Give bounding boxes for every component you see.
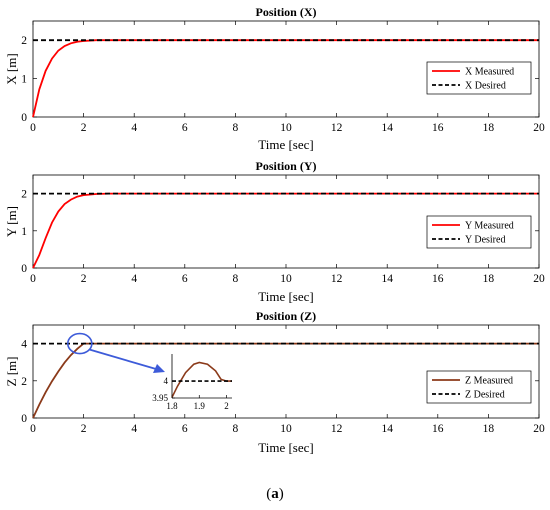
x-tick-label: 0 xyxy=(30,423,36,435)
chart-panel-3: Position (Z) 0 2 4 6 8 10 12 14 16 18 20 0 2 4 Time [se… xyxy=(4,309,545,455)
inset-x-tick-label: 2 xyxy=(224,401,229,411)
legend: Z Measured Z Desired xyxy=(426,370,532,404)
x-tick-label: 2 xyxy=(81,273,87,285)
inset-x-tick-label: 1.9 xyxy=(194,401,206,411)
inset-y-tick-label: 3.95 xyxy=(152,393,168,403)
x-tick-label: 10 xyxy=(280,122,292,134)
x-tick-label: 4 xyxy=(131,122,137,134)
x-tick-label: 20 xyxy=(533,423,545,435)
x-axis-label: Time [sec] xyxy=(258,137,314,152)
x-tick-label: 12 xyxy=(331,122,343,134)
y-tick-label: 1 xyxy=(21,74,27,86)
legend-label: X Measured xyxy=(465,67,514,78)
y-tick-label: 2 xyxy=(21,376,27,388)
legend-label: Z Measured xyxy=(465,376,513,387)
y-tick-label: 4 xyxy=(21,339,27,351)
x-tick-label: 6 xyxy=(182,273,188,285)
figure-caption: (a) xyxy=(255,486,295,503)
y-tick-label: 0 xyxy=(21,413,27,425)
zoom-arrow-head xyxy=(153,364,165,373)
zoom-highlight-circle xyxy=(67,332,93,355)
x-tick-label: 4 xyxy=(131,273,137,285)
x-tick-label: 12 xyxy=(331,423,343,435)
x-tick-label: 6 xyxy=(182,423,188,435)
x-tick-label: 18 xyxy=(483,423,495,435)
x-tick-label: 4 xyxy=(131,423,137,435)
x-tick-label: 2 xyxy=(81,122,87,134)
legend: X Measured X Desired xyxy=(426,61,532,95)
x-tick-label: 14 xyxy=(381,122,393,134)
legend-label: Y Measured xyxy=(465,221,514,232)
x-tick-label: 16 xyxy=(432,423,444,435)
chart-title: Position (Y) xyxy=(256,159,317,173)
x-tick-label: 10 xyxy=(280,423,292,435)
chart-title: Position (X) xyxy=(256,5,317,19)
legend: Y Measured Y Desired xyxy=(426,215,532,249)
legend-label: X Desired xyxy=(465,81,506,92)
caption-open-paren: ( xyxy=(266,486,272,502)
y-axis-label: Z [m] xyxy=(4,357,19,387)
x-tick-label: 14 xyxy=(381,423,393,435)
x-tick-label: 16 xyxy=(432,273,444,285)
x-tick-label: 10 xyxy=(280,273,292,285)
caption-letter: a xyxy=(271,486,279,502)
legend-label: Z Desired xyxy=(465,390,505,401)
x-tick-label: 14 xyxy=(381,273,393,285)
y-axis-label: Y [m] xyxy=(4,206,19,237)
y-tick-label: 2 xyxy=(21,189,27,201)
y-tick-label: 0 xyxy=(21,112,27,124)
x-tick-label: 18 xyxy=(483,122,495,134)
inset-x-tick-label: 1.8 xyxy=(166,401,178,411)
legend-box xyxy=(426,61,532,95)
inset-y-tick-label: 4 xyxy=(164,376,169,386)
x-tick-label: 16 xyxy=(432,122,444,134)
y-tick-label: 0 xyxy=(21,263,27,275)
inset-series-line xyxy=(171,361,232,398)
x-tick-label: 0 xyxy=(30,273,36,285)
chart-title: Position (Z) xyxy=(256,309,316,323)
x-tick-label: 8 xyxy=(233,273,239,285)
x-tick-label: 2 xyxy=(81,423,87,435)
x-tick-label: 8 xyxy=(233,122,239,134)
x-tick-label: 12 xyxy=(331,273,343,285)
caption-close-paren: ) xyxy=(278,486,284,502)
zoom-inset: 1.8 1.9 2 3.95 4 xyxy=(152,350,240,412)
zoom-arrow-line xyxy=(89,348,157,370)
y-tick-label: 1 xyxy=(21,226,27,238)
legend-label: Y Desired xyxy=(465,235,505,246)
x-tick-label: 0 xyxy=(30,122,36,134)
x-tick-label: 18 xyxy=(483,273,495,285)
x-axis-label: Time [sec] xyxy=(258,440,314,455)
y-axis-label: X [m] xyxy=(4,53,19,84)
x-tick-label: 6 xyxy=(182,122,188,134)
x-tick-label: 20 xyxy=(533,273,545,285)
legend-box xyxy=(426,215,532,249)
x-tick-label: 20 xyxy=(533,122,545,134)
y-tick-label: 2 xyxy=(21,35,27,47)
legend-box xyxy=(426,370,532,404)
x-tick-label: 8 xyxy=(233,423,239,435)
x-axis-label: Time [sec] xyxy=(258,289,314,304)
